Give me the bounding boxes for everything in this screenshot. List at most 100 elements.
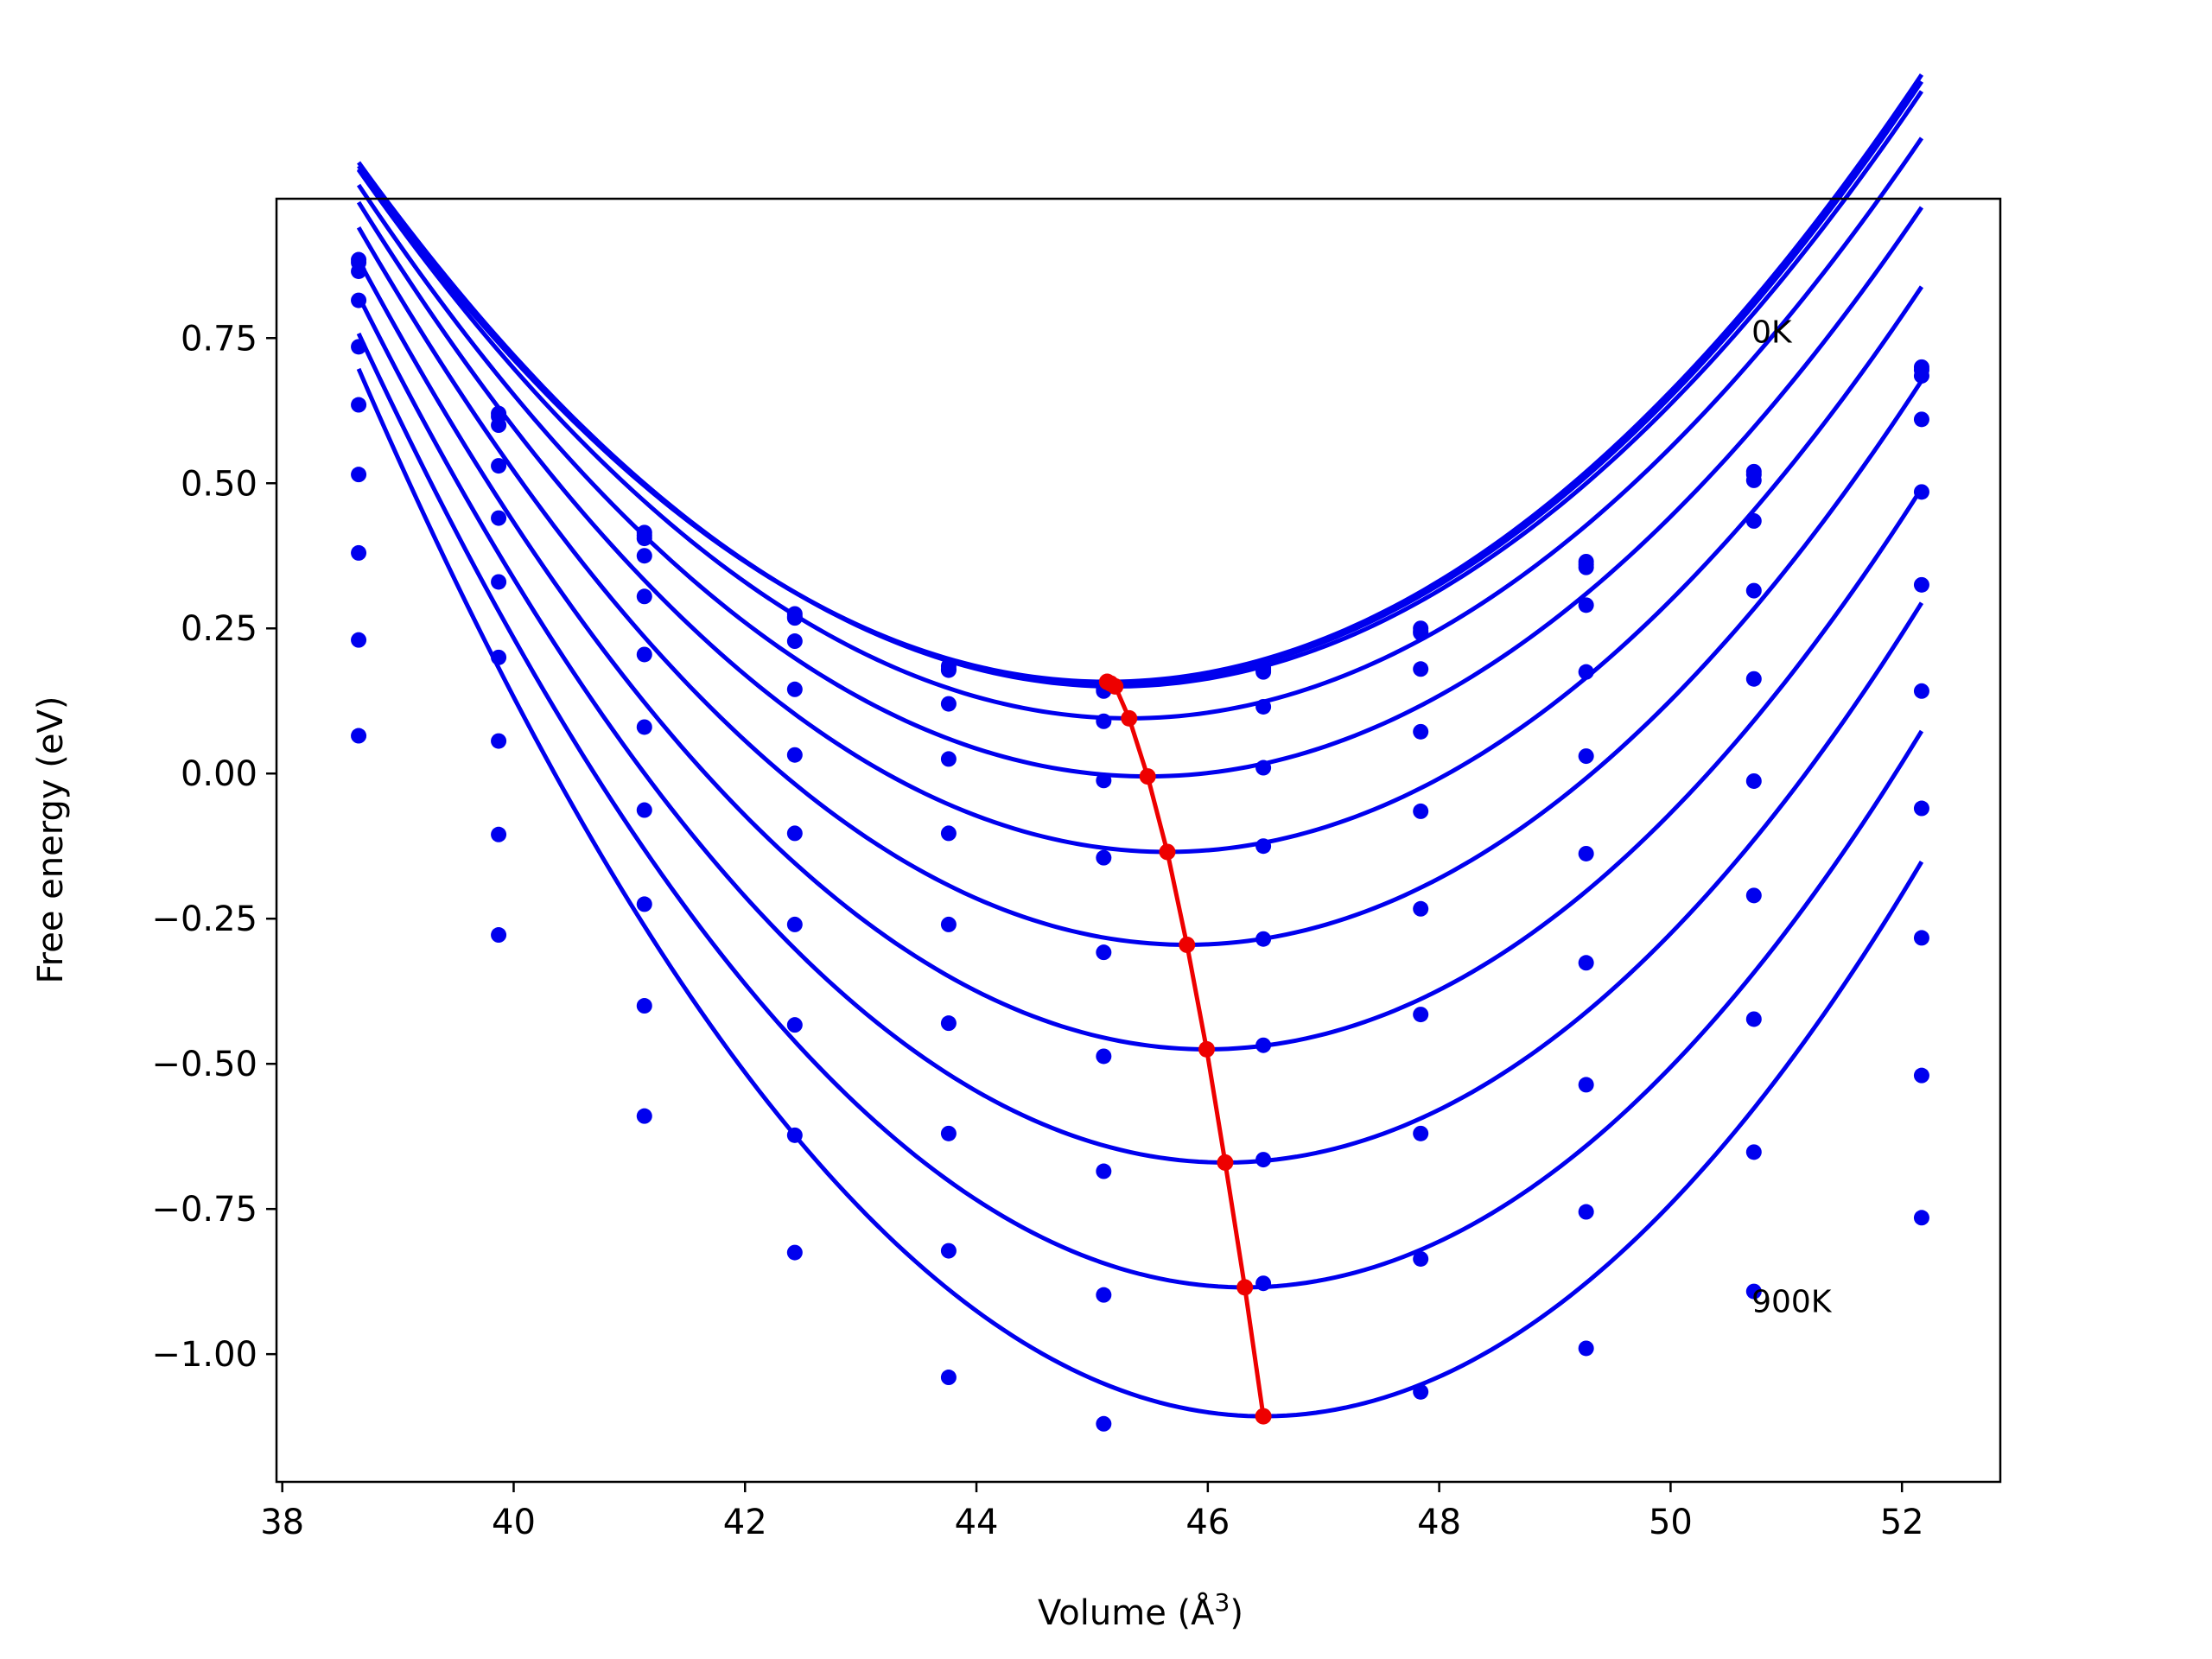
- x-axis-ticks: 38 40 42 44 46 48 50 52: [260, 1482, 1924, 1542]
- data-point: [786, 1017, 803, 1033]
- annotation-900k: 900K: [1751, 1285, 1833, 1320]
- data-point: [1745, 887, 1762, 904]
- data-point: [1413, 900, 1429, 917]
- data-point: [1913, 411, 1929, 428]
- data-point: [491, 458, 507, 474]
- data-point: [1913, 1067, 1929, 1084]
- data-point: [636, 548, 652, 564]
- data-point: [1413, 1383, 1429, 1400]
- data-point: [1413, 625, 1429, 641]
- data-point: [636, 588, 652, 605]
- data-point: [940, 916, 957, 932]
- data-point: [1745, 582, 1762, 599]
- data-point: [1096, 1163, 1112, 1179]
- data-point: [1913, 367, 1929, 384]
- data-point: [1096, 849, 1112, 866]
- data-point: [351, 263, 367, 279]
- data-point: [940, 1243, 957, 1259]
- data-point: [1413, 1250, 1429, 1267]
- data-point: [351, 544, 367, 561]
- data-point: [1578, 1077, 1594, 1093]
- minimum-point: [1217, 1154, 1234, 1171]
- data-point: [1096, 772, 1112, 789]
- data-point: [351, 397, 367, 413]
- data-point: [351, 632, 367, 648]
- minimum-point: [1107, 677, 1124, 695]
- data-point: [1413, 1125, 1429, 1141]
- data-point: [491, 733, 507, 749]
- minimum-point: [1198, 1040, 1215, 1058]
- data-point: [1913, 683, 1929, 699]
- y-tick-label: 0.75: [181, 319, 257, 359]
- data-point: [636, 1108, 652, 1124]
- x-tick-label: 38: [260, 1503, 304, 1542]
- data-point: [1096, 1048, 1112, 1065]
- data-point: [1255, 838, 1272, 855]
- data-point: [786, 916, 803, 932]
- data-point: [636, 531, 652, 547]
- minimum-point: [1179, 936, 1196, 953]
- data-point: [1255, 760, 1272, 776]
- data-point: [940, 696, 957, 712]
- data-point: [1578, 664, 1594, 680]
- x-tick-label: 40: [492, 1503, 536, 1542]
- data-point: [491, 927, 507, 944]
- plot-points: [351, 251, 1929, 1432]
- data-point: [940, 1370, 957, 1386]
- fit-curve-3: [357, 137, 1924, 721]
- data-point: [351, 339, 367, 355]
- data-point: [1413, 661, 1429, 677]
- data-point: [786, 1244, 803, 1261]
- data-point: [1255, 1152, 1272, 1168]
- minimum-point: [1236, 1279, 1254, 1296]
- y-tick-label: 0.50: [181, 464, 257, 504]
- data-point: [636, 998, 652, 1014]
- y-tick-label: 0.25: [181, 609, 257, 649]
- data-point: [1578, 748, 1594, 765]
- data-point: [491, 826, 507, 842]
- y-axis-ticks: 0.75 0.50 0.25 0.00 −0.25 −0.50 −0.75 −1.00: [151, 319, 276, 1375]
- data-point: [1745, 512, 1762, 529]
- data-point: [940, 662, 957, 678]
- data-point: [1745, 1011, 1762, 1027]
- fit-curve-8: [356, 295, 1924, 1165]
- y-axis-title: Free energy (eV): [31, 696, 71, 984]
- minimum-point: [1255, 1408, 1272, 1425]
- x-tick-label: 46: [1185, 1503, 1230, 1542]
- fit-curve-6: [356, 226, 1924, 947]
- annotation-0k: 0K: [1751, 315, 1793, 351]
- fit-curve-9: [356, 332, 1924, 1290]
- data-point: [1096, 1415, 1112, 1432]
- minimum-point: [1159, 843, 1176, 861]
- data-point: [1096, 944, 1112, 961]
- data-point: [1745, 671, 1762, 687]
- data-point: [491, 510, 507, 526]
- x-tick-label: 42: [723, 1503, 767, 1542]
- data-point: [1413, 1007, 1429, 1023]
- data-point: [1745, 472, 1762, 488]
- fit-curve-2: [357, 90, 1924, 689]
- data-point: [491, 417, 507, 434]
- data-point: [1913, 576, 1929, 593]
- data-point: [1745, 1283, 1762, 1300]
- data-point: [1096, 713, 1112, 729]
- x-tick-label: 52: [1880, 1503, 1924, 1542]
- data-point: [940, 1015, 957, 1032]
- data-point: [786, 610, 803, 626]
- data-point: [636, 719, 652, 735]
- data-point: [1255, 664, 1272, 680]
- y-tick-label: 0.00: [181, 754, 257, 794]
- data-point: [636, 802, 652, 818]
- data-point: [1255, 1275, 1272, 1292]
- data-point: [786, 681, 803, 697]
- data-point: [636, 646, 652, 663]
- data-point: [1413, 803, 1429, 819]
- data-point: [1413, 723, 1429, 740]
- data-point: [491, 649, 507, 665]
- minimum-point: [1139, 768, 1156, 785]
- data-point: [940, 825, 957, 842]
- x-tick-label: 48: [1417, 1503, 1461, 1542]
- data-point: [351, 728, 367, 744]
